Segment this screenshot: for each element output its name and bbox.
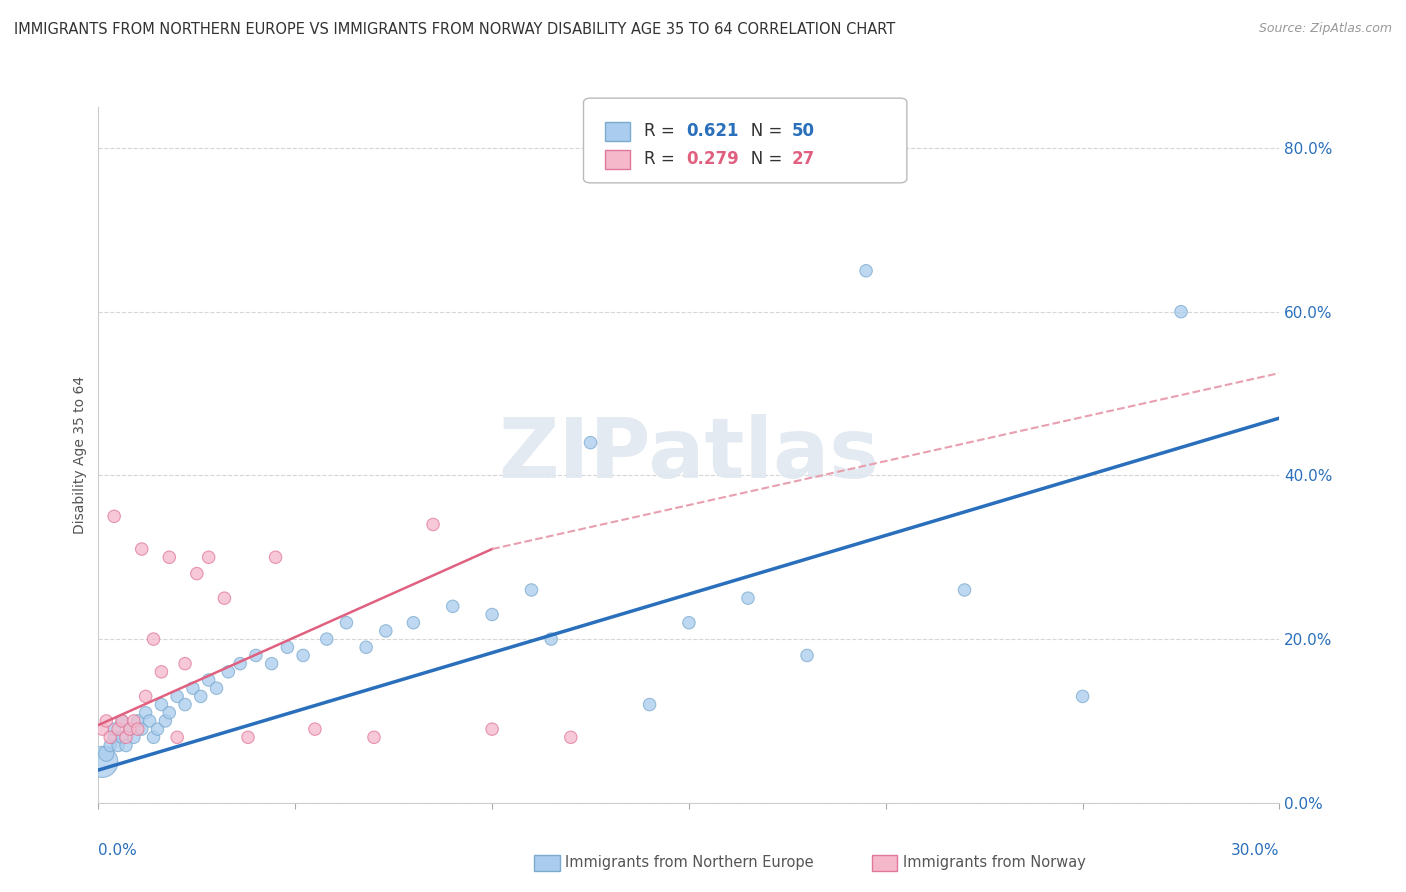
- Point: [796, 648, 818, 663]
- Point: [560, 731, 582, 745]
- Point: [197, 673, 219, 687]
- Point: [181, 681, 204, 696]
- Point: [214, 591, 236, 606]
- Text: 0.279: 0.279: [686, 151, 740, 169]
- Point: [122, 731, 145, 745]
- Point: [131, 542, 153, 557]
- Point: [264, 550, 287, 565]
- Point: [107, 722, 129, 736]
- Text: 0.0%: 0.0%: [98, 843, 138, 858]
- Y-axis label: Disability Age 35 to 64: Disability Age 35 to 64: [73, 376, 87, 534]
- Point: [197, 550, 219, 565]
- Point: [260, 657, 283, 671]
- Point: [354, 640, 377, 655]
- Point: [135, 706, 157, 720]
- Point: [217, 665, 239, 679]
- Point: [737, 591, 759, 606]
- Point: [150, 698, 173, 712]
- Point: [335, 615, 357, 630]
- Point: [276, 640, 298, 655]
- Point: [127, 722, 149, 736]
- Point: [363, 731, 385, 745]
- Point: [155, 714, 177, 728]
- Point: [96, 747, 118, 761]
- Text: N =: N =: [735, 151, 787, 169]
- Point: [118, 722, 141, 736]
- Point: [402, 615, 425, 630]
- Point: [481, 722, 503, 736]
- Point: [953, 582, 976, 597]
- Point: [540, 632, 562, 646]
- Point: [91, 722, 114, 736]
- Text: 30.0%: 30.0%: [1232, 843, 1279, 858]
- Point: [166, 690, 188, 704]
- Point: [115, 739, 138, 753]
- Point: [98, 731, 121, 745]
- Point: [103, 731, 125, 745]
- Point: [520, 582, 543, 597]
- Point: [96, 714, 118, 728]
- Point: [122, 714, 145, 728]
- Point: [205, 681, 228, 696]
- Point: [107, 739, 129, 753]
- Point: [98, 739, 121, 753]
- Point: [229, 657, 252, 671]
- Point: [422, 517, 444, 532]
- Point: [304, 722, 326, 736]
- Text: Immigrants from Northern Europe: Immigrants from Northern Europe: [565, 855, 814, 870]
- Point: [1170, 304, 1192, 318]
- Point: [157, 706, 180, 720]
- Text: N =: N =: [735, 122, 787, 140]
- Point: [111, 714, 134, 728]
- Text: 50: 50: [792, 122, 814, 140]
- Text: Source: ZipAtlas.com: Source: ZipAtlas.com: [1258, 22, 1392, 36]
- Point: [142, 632, 165, 646]
- Point: [150, 665, 173, 679]
- Point: [103, 509, 125, 524]
- Point: [118, 722, 141, 736]
- Point: [91, 755, 114, 769]
- Point: [579, 435, 602, 450]
- Point: [166, 731, 188, 745]
- Point: [146, 722, 169, 736]
- Point: [481, 607, 503, 622]
- Text: Immigrants from Norway: Immigrants from Norway: [903, 855, 1085, 870]
- Text: R =: R =: [644, 122, 681, 140]
- Point: [1071, 690, 1094, 704]
- Point: [174, 698, 197, 712]
- Point: [236, 731, 259, 745]
- Text: 0.621: 0.621: [686, 122, 738, 140]
- Point: [111, 714, 134, 728]
- Point: [855, 264, 877, 278]
- Point: [315, 632, 337, 646]
- Point: [190, 690, 212, 704]
- Point: [115, 731, 138, 745]
- Text: R =: R =: [644, 151, 681, 169]
- Point: [138, 714, 160, 728]
- Point: [245, 648, 267, 663]
- Point: [638, 698, 661, 712]
- Point: [292, 648, 315, 663]
- Point: [186, 566, 208, 581]
- Text: IMMIGRANTS FROM NORTHERN EUROPE VS IMMIGRANTS FROM NORWAY DISABILITY AGE 35 TO 6: IMMIGRANTS FROM NORTHERN EUROPE VS IMMIG…: [14, 22, 896, 37]
- Point: [111, 731, 134, 745]
- Point: [131, 722, 153, 736]
- Point: [142, 731, 165, 745]
- Text: ZIPatlas: ZIPatlas: [499, 415, 879, 495]
- Point: [441, 599, 464, 614]
- Point: [135, 690, 157, 704]
- Point: [678, 615, 700, 630]
- Point: [127, 714, 149, 728]
- Point: [103, 722, 125, 736]
- Point: [174, 657, 197, 671]
- Point: [157, 550, 180, 565]
- Text: 27: 27: [792, 151, 815, 169]
- Point: [374, 624, 396, 638]
